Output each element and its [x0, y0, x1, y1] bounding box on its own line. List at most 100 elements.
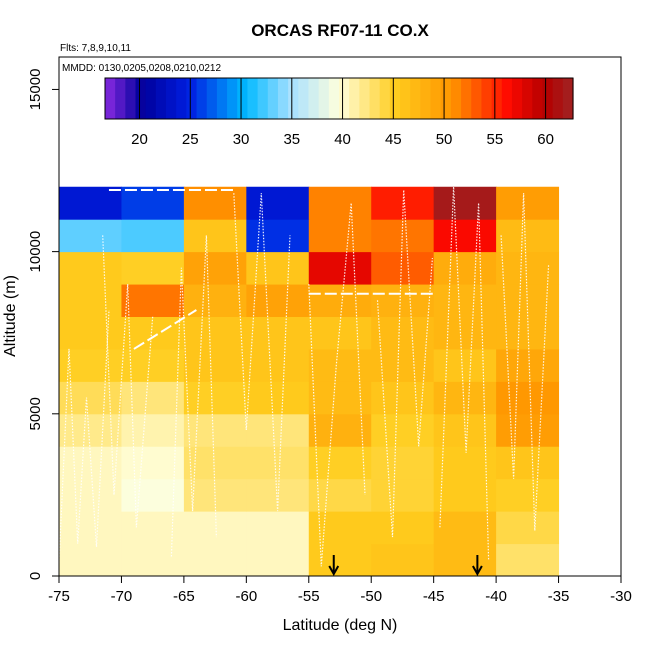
heatmap-cell — [246, 413, 310, 447]
heatmap-cell — [246, 381, 310, 415]
heatmap-cell — [183, 446, 247, 480]
heatmap-cell — [496, 543, 560, 577]
colorbar-swatch — [359, 78, 371, 119]
dates-note: MMDD: 0130,0205,0208,0210,0212 — [62, 63, 221, 74]
heatmap-cell — [183, 381, 247, 415]
colorbar-swatch — [481, 78, 493, 119]
heatmap-cell — [371, 284, 435, 317]
colorbar-swatch — [328, 78, 340, 119]
x-tick-label: -35 — [548, 588, 570, 605]
heatmap-cell — [59, 186, 122, 220]
flight-leg — [133, 309, 197, 350]
heatmap-cell — [433, 284, 497, 317]
y-tick-label: 15000 — [27, 69, 44, 111]
heatmap-cell — [183, 316, 247, 350]
heatmap-cell — [246, 186, 310, 220]
colorbar-swatch — [135, 78, 147, 119]
heatmap-cell — [308, 446, 372, 480]
heatmap-cell — [183, 348, 247, 382]
colorbar-swatch — [430, 78, 442, 119]
colorbar-swatch — [206, 78, 218, 119]
flight-track — [170, 235, 217, 557]
colorbar-swatch — [532, 78, 544, 119]
colorbar-swatch — [369, 78, 381, 119]
colorbar-swatch — [115, 78, 126, 119]
colorbar-swatch — [349, 78, 360, 119]
heatmap-cell — [433, 381, 497, 415]
colorbar-swatch — [511, 78, 523, 119]
heatmap-cell — [371, 316, 435, 350]
colorbar-swatch — [501, 78, 513, 119]
colorbar-swatch — [542, 78, 554, 119]
heatmap-cell — [496, 219, 560, 253]
colorbar-swatch — [440, 78, 452, 119]
heatmap-cell — [121, 284, 185, 317]
heatmap-cell — [246, 348, 310, 382]
colorbar-tick-label: 25 — [182, 131, 199, 148]
y-tick-label: 10000 — [27, 231, 44, 273]
x-tick-label: -60 — [235, 588, 257, 605]
heatmap-cell — [59, 543, 122, 577]
colorbar-swatch — [450, 78, 462, 119]
colorbar-swatch — [298, 78, 310, 119]
heatmap-cell — [121, 219, 185, 253]
heatmap-cell — [183, 543, 247, 577]
heatmap-cell — [433, 511, 497, 545]
marker-arrow-head — [328, 565, 340, 577]
heatmap-cell — [121, 446, 185, 480]
x-tick-label: -50 — [360, 588, 382, 605]
flight-tracks — [58, 186, 550, 567]
colorbar-tick-label: 30 — [233, 131, 250, 148]
colorbar-swatch — [176, 78, 187, 119]
heatmap-cell — [183, 186, 247, 220]
colorbar-tick-label: 60 — [537, 131, 554, 148]
colorbar-tick-label: 50 — [436, 131, 453, 148]
heatmap-cell — [308, 284, 372, 317]
heatmap-cell — [183, 219, 247, 253]
colorbar-swatch — [379, 78, 391, 119]
y-axis: 0 5000 10000 15000 — [27, 69, 59, 580]
chart-title: ORCAS RF07-11 CO.X — [251, 21, 429, 40]
colorbar-swatch — [155, 78, 167, 119]
colorbar-swatch — [288, 78, 299, 119]
flight-track — [308, 202, 366, 567]
colorbar-swatch — [400, 78, 411, 119]
colorbar-swatch — [318, 78, 330, 119]
colorbar-tick-label: 20 — [131, 131, 148, 148]
colorbar-swatch — [277, 78, 289, 119]
x-tick-label: -65 — [173, 588, 195, 605]
heatmap-cell — [59, 316, 122, 350]
heatmap-cell — [371, 381, 435, 415]
heatmap-cell — [433, 543, 497, 577]
flight-track — [376, 189, 433, 538]
heatmap-cell — [246, 446, 310, 480]
colorbar-swatch — [145, 78, 157, 119]
x-tick-label: -55 — [298, 588, 320, 605]
heatmap-cell — [308, 543, 372, 577]
colorbar-swatch — [339, 78, 350, 119]
colorbar-swatch — [227, 78, 238, 119]
heatmap-cell — [59, 413, 122, 447]
colorbar-swatch — [166, 78, 177, 119]
x-tick-label: -40 — [485, 588, 507, 605]
heatmap-cell — [371, 348, 435, 382]
heatmap-cell — [183, 251, 247, 285]
heatmap-cell — [496, 446, 560, 480]
x-axis-label: Latitude (deg N) — [283, 617, 398, 634]
heatmap-cell — [308, 251, 372, 285]
heatmap-cell — [121, 543, 185, 577]
heatmap-cell — [59, 219, 122, 253]
colorbar-swatch — [562, 78, 574, 119]
x-tick-label: -70 — [111, 588, 133, 605]
heatmap-cell — [496, 186, 560, 220]
heatmap-cell — [496, 251, 560, 285]
heatmap-cell — [246, 316, 310, 350]
heatmap-cell — [308, 316, 372, 350]
heatmap-cell — [59, 348, 122, 382]
heatmap-cell — [433, 219, 497, 253]
colorbar-swatch — [552, 78, 564, 119]
flights-note: Flts: 7,8,9,10,11 — [60, 43, 131, 54]
colorbar-tick-label: 40 — [334, 131, 351, 148]
heatmap-cell — [121, 251, 185, 285]
